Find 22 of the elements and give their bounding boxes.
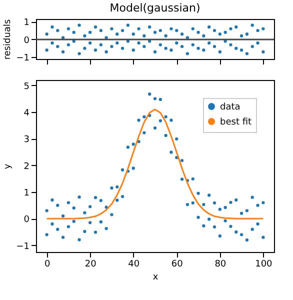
x-tick-label: 40 xyxy=(128,260,140,270)
x-tick-label: 80 xyxy=(214,260,226,270)
legend-label: best fit xyxy=(220,118,252,128)
y-tick-label: 1 xyxy=(24,188,30,198)
y-tick-label: 3 xyxy=(24,135,30,146)
y-tick-label: −1 xyxy=(16,54,30,64)
x-axis-title: x xyxy=(152,272,159,282)
legend-label: data xyxy=(220,102,240,112)
chart-title: Model(gaussian) xyxy=(110,2,200,15)
y-tick-label: 0 xyxy=(24,36,30,46)
y-tick-label: 5 xyxy=(24,82,30,92)
y-tick-label: 2 xyxy=(24,162,30,172)
y-tick-label: 0 xyxy=(24,215,30,226)
y-tick-label: −1 xyxy=(16,242,30,252)
y-tick-label: 4 xyxy=(24,108,30,118)
x-tick-label: 60 xyxy=(171,260,184,270)
y-axis-title: residuals xyxy=(3,19,14,60)
y-tick-label: 1 xyxy=(24,18,30,28)
x-tick-label: 100 xyxy=(255,260,273,270)
x-tick-label: 0 xyxy=(44,260,50,270)
y-axis-title: y xyxy=(3,163,14,170)
x-tick-label: 20 xyxy=(84,260,97,270)
